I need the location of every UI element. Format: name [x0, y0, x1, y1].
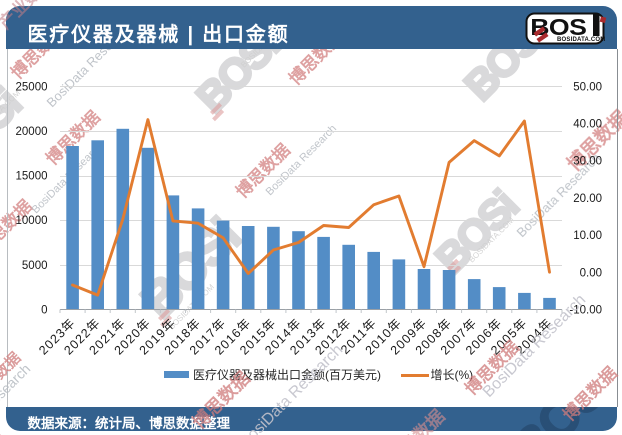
svg-text:0: 0	[41, 305, 47, 317]
svg-text:30.00: 30.00	[573, 156, 602, 168]
svg-text:40.00: 40.00	[573, 119, 602, 131]
svg-text:BosiData Research: BosiData Research	[480, 291, 589, 400]
svg-text:博思数据: 博思数据	[383, 405, 449, 435]
svg-text:BOS: BOS	[530, 15, 586, 41]
svg-text:BosiData Research: BosiData Research	[237, 341, 346, 435]
svg-text:15000: 15000	[16, 171, 48, 183]
svg-text:10000: 10000	[16, 215, 48, 227]
svg-text:20000: 20000	[16, 126, 48, 138]
svg-text:-10.00: -10.00	[569, 305, 602, 317]
svg-text:博思数据: 博思数据	[0, 426, 5, 435]
svg-text:25000: 25000	[16, 81, 48, 93]
svg-text:5000: 5000	[22, 260, 48, 272]
svg-text:博思数据: 博思数据	[188, 367, 254, 433]
svg-text:产业数据: 产业数据	[0, 0, 57, 33]
svg-text:20.00: 20.00	[573, 193, 602, 205]
svg-text:10.00: 10.00	[573, 230, 602, 242]
svg-text:BOSIDATA.COM: BOSIDATA.COM	[557, 37, 606, 43]
svg-text:50.00: 50.00	[573, 81, 602, 93]
svg-text:0.00: 0.00	[580, 267, 602, 279]
